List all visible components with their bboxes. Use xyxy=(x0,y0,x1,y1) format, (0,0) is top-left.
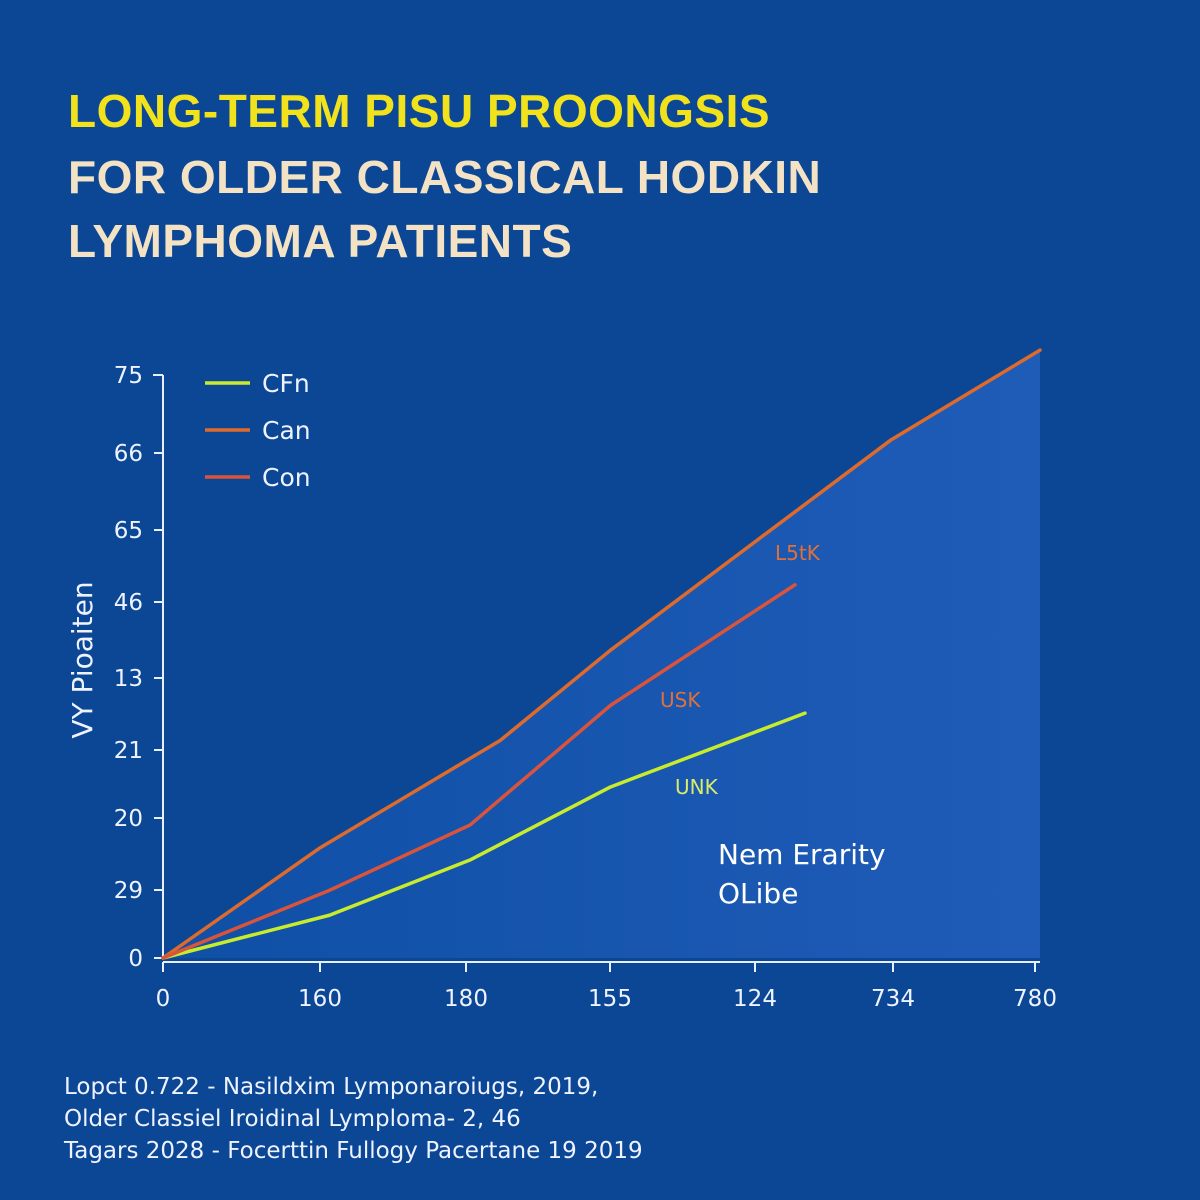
x-tick-label: 734 xyxy=(871,986,915,1012)
series-line-can xyxy=(161,348,1042,960)
chart-title-line-2: FOR OLDER CLASSICAL HODKIN xyxy=(68,151,822,203)
y-tick-label: 0 xyxy=(128,946,143,972)
area-fill xyxy=(163,350,1040,958)
y-tick-label: 13 xyxy=(114,666,143,692)
footer-line-1: Lopct 0.722 - Nasildxim Lymponaroiugs, 2… xyxy=(64,1074,599,1100)
x-tick-label: 0 xyxy=(156,986,171,1012)
y-tick-label: 21 xyxy=(114,738,143,764)
legend-label: Can xyxy=(262,416,311,445)
y-tick-label: 20 xyxy=(114,806,143,832)
chart-annotation: OLibe xyxy=(718,877,798,910)
y-tick-label: 66 xyxy=(114,441,143,467)
y-tick-label: 65 xyxy=(114,518,143,544)
y-tick-label: 75 xyxy=(114,363,143,389)
x-tick-label: 124 xyxy=(733,986,777,1012)
footer-line-3: Tagars 2028 - Focerttin Fullogy Pacertan… xyxy=(64,1138,643,1164)
footer-line-2: Older Classiel Iroidinal Lymploma- 2, 46 xyxy=(64,1106,521,1132)
legend-label: CFn xyxy=(262,369,310,398)
legend-label: Con xyxy=(262,463,311,492)
series-line-cfn xyxy=(161,711,807,960)
chart-annotation: L5tK xyxy=(775,541,821,565)
chart-title-line-3: LYMPHOMA PATIENTS xyxy=(68,215,573,267)
y-axis-label: VY Pioaiten xyxy=(66,581,99,738)
chart-annotation: Nem Erarity xyxy=(718,838,886,871)
y-tick-label: 29 xyxy=(114,878,143,904)
chart-annotation: USK xyxy=(660,688,701,712)
y-tick-label: 46 xyxy=(114,590,143,616)
chart-annotation: UNK xyxy=(675,775,719,799)
series-line-con xyxy=(161,583,797,960)
x-tick-label: 180 xyxy=(444,986,488,1012)
chart-title-line-1: LONG-TERM PISU PROONGSIS xyxy=(68,85,771,137)
x-tick-label: 160 xyxy=(298,986,342,1012)
x-tick-label: 780 xyxy=(1013,986,1057,1012)
x-tick-label: 155 xyxy=(588,986,632,1012)
